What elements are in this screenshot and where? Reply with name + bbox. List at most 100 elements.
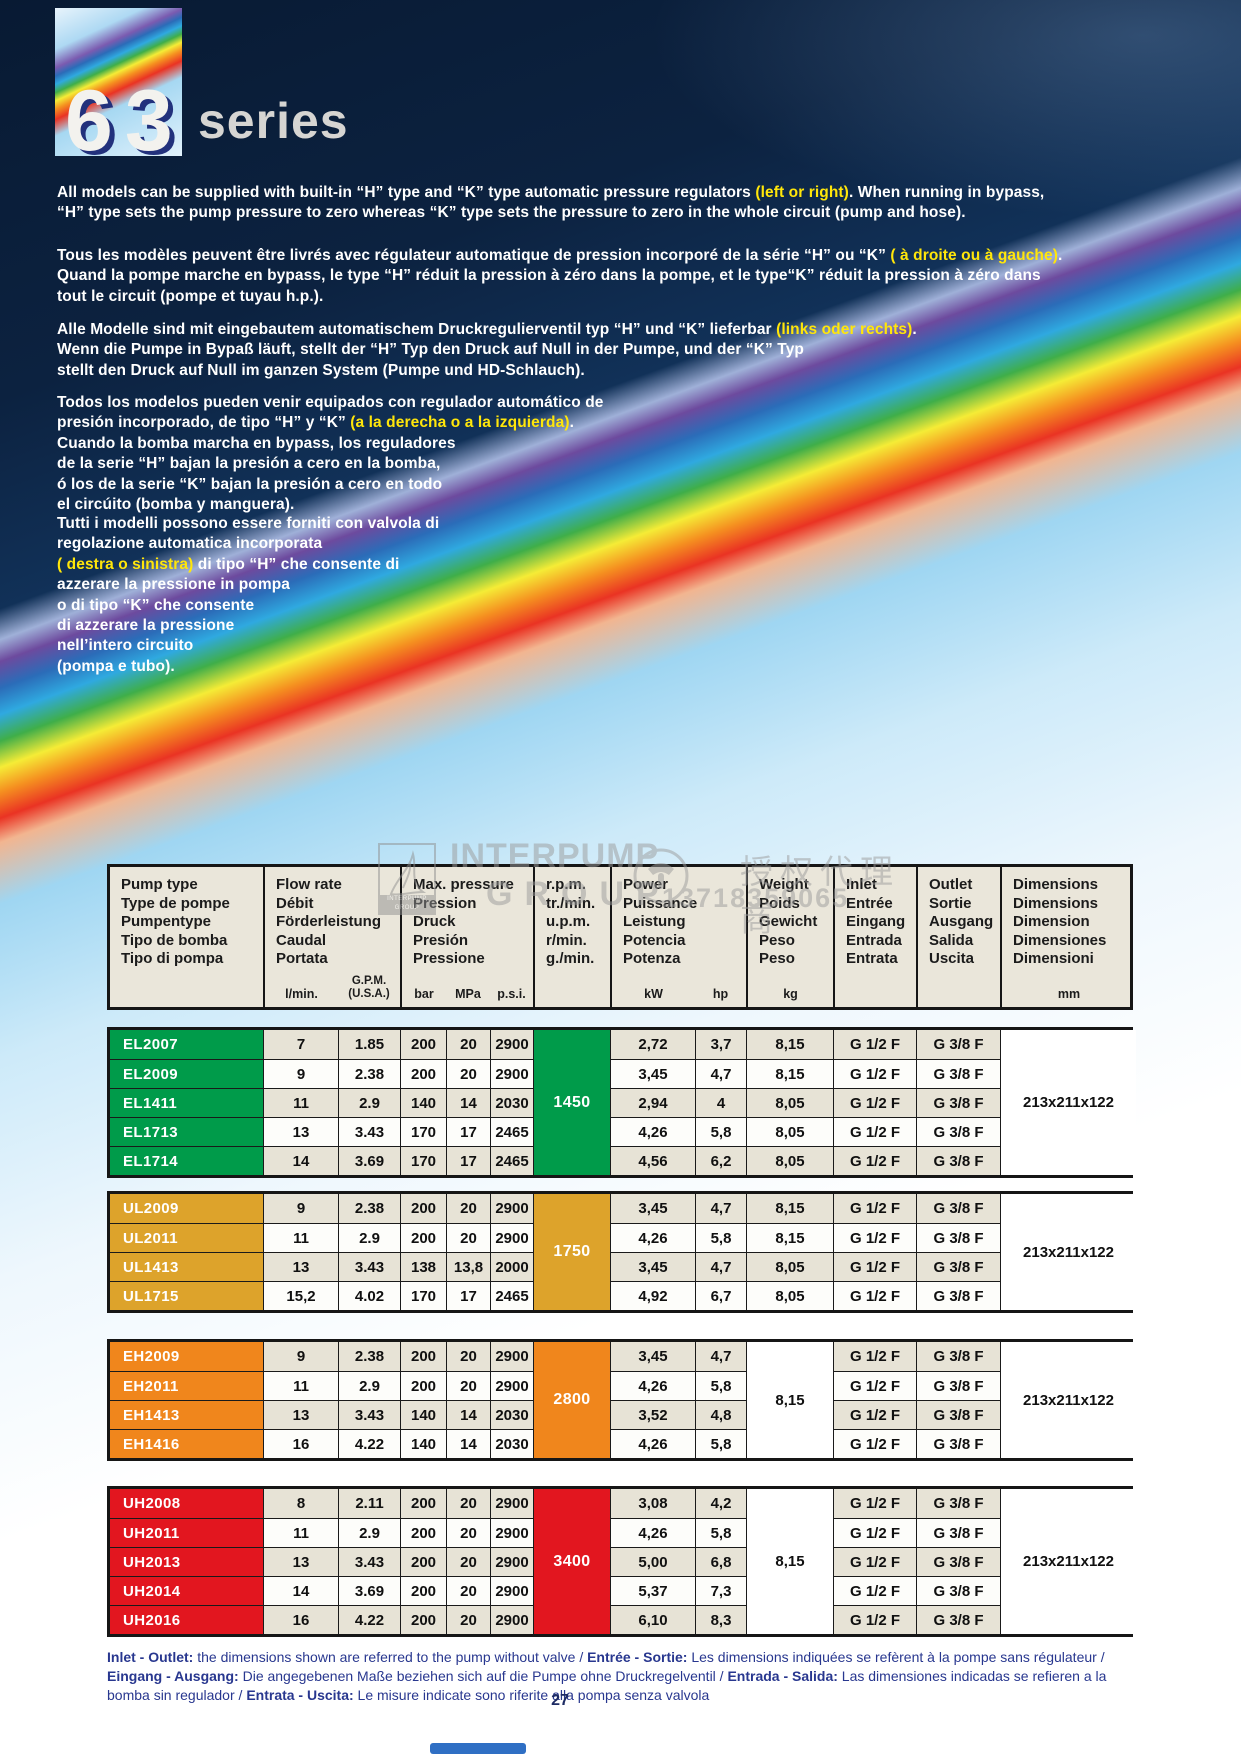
power-hp: 5,8 [695,1518,746,1547]
power-kw: 2,72 [610,1030,695,1059]
inlet-thread: G 1/2 F [833,1030,916,1059]
pressure-bar: 200 [400,1489,446,1518]
model-UH2016: UH2016 [110,1605,263,1634]
header-inlet: Inlet Entrée Eingang Entrada Entrata [833,867,916,967]
intro-en-text: All models can be supplied with built-in… [57,184,756,201]
flow-gpm: 3.43 [338,1400,400,1429]
footnote-label-0: Inlet - Outlet: [107,1649,194,1665]
weight-merged: 8,15 [746,1489,833,1634]
pressure-psi: 2900 [490,1576,533,1605]
inlet-thread: G 1/2 F [833,1146,916,1175]
flow-lmin: 13 [263,1400,338,1429]
power-kw: 3,52 [610,1400,695,1429]
rpm-UL: 1750 [533,1194,610,1310]
pressure-bar: 140 [400,1400,446,1429]
unit-psi: p.s.i. [497,986,526,1001]
flow-gpm: 3.43 [338,1547,400,1576]
header-dimensions: Dimensions Dimensions Dimension Dimensio… [1000,867,1136,967]
model-EH2011: EH2011 [110,1371,263,1400]
inlet-thread: G 1/2 F [833,1400,916,1429]
model-UH2014: UH2014 [110,1576,263,1605]
pressure-bar: 138 [400,1252,446,1281]
weight-merged: 8,15 [746,1342,833,1458]
unit-empty [110,967,263,1007]
power-kw: 4,56 [610,1146,695,1175]
dimensions-EL: 213x211x122 [1000,1030,1136,1175]
power-hp: 8,3 [695,1605,746,1634]
spec-table: Pump type Type de pompe Pumpentype Tipo … [107,864,1136,1704]
pressure-psi: 2000 [490,1252,533,1281]
pressure-bar: 140 [400,1088,446,1117]
model-EL2009: EL2009 [110,1059,263,1088]
flow-gpm: 2.38 [338,1059,400,1088]
intro-es-highlight: (a la derecha o a la izquierda) [350,414,570,432]
weight-kg: 8,05 [746,1117,833,1146]
rpm-UH: 3400 [533,1489,610,1634]
power-kw: 4,26 [610,1223,695,1252]
pressure-psi: 2900 [490,1371,533,1400]
weight-kg: 8,15 [746,1223,833,1252]
pressure-mpa: 20 [446,1342,490,1371]
outlet-thread: G 3/8 F [916,1605,1000,1634]
dimensions-EH: 213x211x122 [1000,1342,1136,1458]
weight-kg: 8,15 [746,1194,833,1223]
header-outlet: Outlet Sortie Ausgang Salida Uscita [916,867,1000,967]
pressure-mpa: 20 [446,1030,490,1059]
power-kw: 4,26 [610,1117,695,1146]
flow-lmin: 13 [263,1547,338,1576]
intro-paragraph-it: Tutti i modelli possono essere forniti c… [57,514,537,677]
pressure-mpa: 20 [446,1518,490,1547]
flow-gpm: 3.69 [338,1576,400,1605]
outlet-thread: G 3/8 F [916,1576,1000,1605]
outlet-thread: G 3/8 F [916,1146,1000,1175]
page-number: 27 [551,1692,569,1709]
power-kw: 2,94 [610,1088,695,1117]
group-EL: EL2007 7 1.85 200 20 2900 1450 2,72 3,7 8,15 G 1/2… [107,1027,1136,1178]
group-UH: UH2008 8 2.11 200 20 2900 3400 3,08 4,2 8,15 G 1/2… [107,1486,1136,1637]
power-hp: 5,8 [695,1371,746,1400]
outlet-thread: G 3/8 F [916,1547,1000,1576]
footnote-text-2: Die angegebenen Maße beziehen sich auf d… [238,1667,728,1684]
power-hp: 4,7 [695,1342,746,1371]
pressure-bar: 200 [400,1059,446,1088]
pressure-psi: 2030 [490,1088,533,1117]
inlet-thread: G 1/2 F [833,1576,916,1605]
flow-gpm: 3.43 [338,1117,400,1146]
pressure-psi: 2900 [490,1030,533,1059]
pressure-mpa: 17 [446,1146,490,1175]
flow-lmin: 9 [263,1342,338,1371]
power-hp: 3,7 [695,1030,746,1059]
flow-gpm: 4.22 [338,1605,400,1634]
pressure-bar: 200 [400,1030,446,1059]
footnote-label-1: Entrée - Sortie: [587,1649,688,1665]
flow-lmin: 9 [263,1059,338,1088]
rpm-EL: 1450 [533,1030,610,1175]
pressure-bar: 200 [400,1223,446,1252]
flow-lmin: 15,2 [263,1281,338,1310]
power-kw: 5,00 [610,1547,695,1576]
flow-gpm: 3.69 [338,1146,400,1175]
model-UH2013: UH2013 [110,1547,263,1576]
outlet-thread: G 3/8 F [916,1194,1000,1223]
intro-de-text: Alle Modelle sind mit eingebautem automa… [57,321,777,338]
model-UL1715: UL1715 [110,1281,263,1310]
unit-bar: bar [400,967,446,1007]
pressure-mpa: 14 [446,1400,490,1429]
unit-empty [833,967,916,1007]
power-kw: 3,45 [610,1194,695,1223]
intro-paragraph-de: Alle Modelle sind mit eingebautem automa… [57,320,1087,381]
power-hp: 5,8 [695,1117,746,1146]
power-hp: 5,8 [695,1429,746,1458]
inlet-thread: G 1/2 F [833,1088,916,1117]
footnote-text-3: Las dimensiones indicadas se refieren a … [107,1667,1107,1703]
power-hp: 4 [695,1088,746,1117]
pressure-psi: 2900 [490,1605,533,1634]
pressure-mpa: 20 [446,1547,490,1576]
header-rpm: r.p.m. tr./min. u.p.m. r/min. g./min. [533,867,610,967]
inlet-thread: G 1/2 F [833,1605,916,1634]
pressure-bar: 200 [400,1605,446,1634]
intro-en-text-2: . When running in bypass, “H” type sets … [57,184,1045,222]
model-UH2008: UH2008 [110,1489,263,1518]
power-kw: 4,26 [610,1429,695,1458]
flow-gpm: 1.85 [338,1030,400,1059]
